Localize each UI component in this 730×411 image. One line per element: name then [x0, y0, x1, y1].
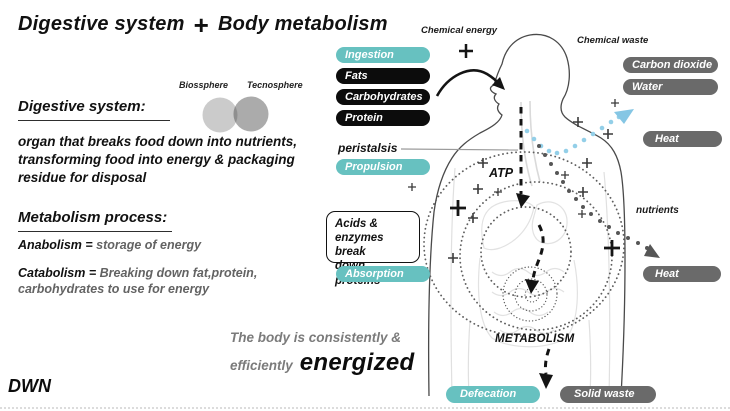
digestive-description: organ that breaks food down into nutrien…	[18, 134, 297, 185]
catabolism-term: Catabolism =	[18, 266, 97, 280]
tagline-line2: efficiently energized	[230, 349, 415, 377]
venn-right-label: Tecnosphere	[247, 80, 303, 90]
chemical-energy-label: Chemical energy	[421, 25, 498, 36]
catabolism-def: Breaking down fat,protein, carbohydrates…	[18, 266, 258, 296]
nutrients-label: nutrients	[636, 205, 679, 216]
catabolism-line: Catabolism = Breaking down fat,protein, …	[18, 266, 318, 297]
tagline-line1: The body is consistently &	[230, 330, 402, 345]
title-part1: Digestive system	[18, 13, 185, 35]
title-plus-icon: +	[193, 9, 210, 40]
propulsion-pill: Propulsion	[336, 159, 430, 175]
tagline-efficiently: efficiently	[230, 358, 293, 373]
carbohydrates-pill: Carbohydrates	[336, 89, 430, 105]
protein-pill: Protein	[336, 110, 430, 126]
heat-top-pill: Heat	[643, 131, 722, 147]
ingestion-arrow	[435, 69, 505, 97]
organs-sketch	[477, 200, 578, 348]
digestive-heading: Digestive system:	[18, 98, 170, 121]
tagline-energized: energized	[299, 349, 415, 376]
atp-label: ATP	[489, 166, 514, 180]
venn-diagram	[202, 96, 269, 133]
carbon-dioxide-pill: Carbon dioxide	[623, 57, 718, 73]
acids-enzymes-box: Acids & enzymes break down proteins	[326, 211, 420, 287]
solid-waste-pill: Solid waste	[560, 386, 656, 403]
anabolism-term: Anabolism =	[18, 238, 93, 252]
peristalsis-label: peristalsis	[338, 141, 398, 155]
venn-left-circle	[202, 97, 238, 133]
metabolism-heading: Metabolism process:	[18, 209, 172, 232]
page-title: Digestive system + Body metabolism	[18, 9, 388, 40]
water-pill: Water	[623, 79, 718, 95]
peristalsis-pointer-line	[400, 148, 519, 151]
venn-right-circle	[233, 96, 269, 132]
body-inner-lines	[450, 100, 611, 397]
nutrients-trail	[537, 144, 660, 258]
plus-marks-small	[408, 99, 619, 263]
venn-left-label: Biossphere	[179, 80, 229, 90]
plus-marks-large	[450, 44, 620, 256]
heat-right-pill: Heat	[643, 266, 721, 282]
chemical-waste-label: Chemical waste	[577, 35, 649, 46]
metabolism-label: METABOLISM	[495, 333, 575, 345]
title-part2: Body metabolism	[218, 13, 388, 35]
absorption-pill: Absorption	[336, 266, 430, 282]
defecation-pill: Defecation	[446, 386, 540, 403]
digestion-dashed-path	[519, 107, 551, 375]
fats-pill: Fats	[336, 68, 430, 84]
anabolism-line: Anabolism = storage of energy	[18, 238, 318, 254]
anabolism-def: storage of energy	[96, 238, 202, 252]
digestion-arrowheads	[516, 193, 553, 389]
bottom-edge-line	[0, 407, 730, 409]
body-outline	[428, 33, 626, 397]
water-vapor-trail	[524, 109, 634, 156]
dwn-logo: DWN	[8, 376, 51, 396]
ingestion-pill: Ingestion	[336, 47, 430, 63]
